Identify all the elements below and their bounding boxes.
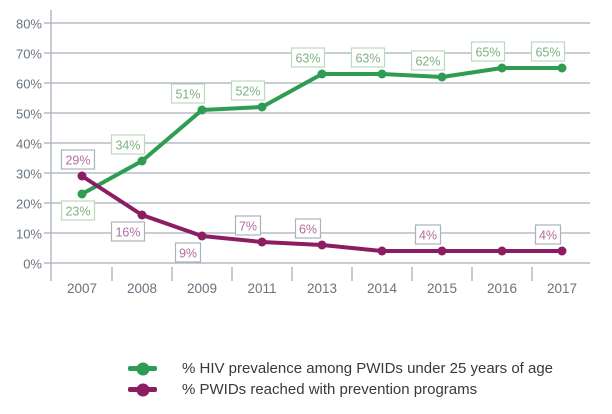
data-label: 62% bbox=[415, 55, 440, 69]
data-label-box bbox=[414, 224, 442, 245]
data-point bbox=[317, 69, 327, 79]
x-axis-label: 2008 bbox=[127, 281, 157, 296]
x-axis-label: 2017 bbox=[547, 281, 577, 296]
data-point bbox=[197, 231, 207, 241]
data-label: 9% bbox=[179, 247, 197, 261]
x-axis-label: 2015 bbox=[427, 281, 457, 296]
data-label: 65% bbox=[475, 46, 500, 60]
x-axis-label: 2013 bbox=[307, 281, 337, 296]
data-label: 4% bbox=[419, 229, 437, 243]
data-point bbox=[197, 105, 207, 115]
data-label-box bbox=[60, 149, 96, 170]
y-axis-label: 30% bbox=[16, 167, 42, 182]
data-point bbox=[497, 63, 507, 73]
legend-item-prevention-programs: % PWIDs reached with prevention programs bbox=[128, 381, 553, 398]
legend-marker-purple-line-icon bbox=[128, 383, 157, 396]
data-label-box bbox=[110, 134, 146, 155]
y-axis-label: 80% bbox=[16, 17, 42, 32]
data-label: 16% bbox=[115, 226, 140, 240]
data-label: 4% bbox=[539, 229, 557, 243]
data-label: 23% bbox=[65, 205, 90, 219]
legend-item-hiv-prevalence: % HIV prevalence among PWIDs under 25 ye… bbox=[128, 360, 553, 377]
series-line-prevention-programs bbox=[80, 174, 564, 253]
data-point bbox=[557, 63, 567, 73]
y-axis-label: 0% bbox=[23, 257, 42, 272]
data-label-box bbox=[530, 41, 566, 62]
data-point bbox=[137, 156, 147, 166]
data-label: 7% bbox=[239, 220, 257, 234]
data-point bbox=[77, 189, 87, 199]
chart-legend: % HIV prevalence among PWIDs under 25 ye… bbox=[128, 360, 553, 398]
data-label-box bbox=[170, 83, 206, 104]
data-point bbox=[257, 237, 267, 247]
data-label-box bbox=[290, 47, 326, 68]
data-point bbox=[557, 246, 567, 256]
legend-marker-green-line-icon bbox=[128, 362, 157, 375]
data-label: 52% bbox=[235, 85, 260, 99]
data-label-box bbox=[110, 221, 146, 242]
data-label: 34% bbox=[115, 139, 140, 153]
line-chart-canvas: 0% 10% 20% 30% 40% 50% 60% 70% 80% 2007 2008 2009 20… bbox=[16, 10, 590, 296]
data-label-box bbox=[174, 242, 202, 263]
data-label-box bbox=[350, 47, 386, 68]
data-point bbox=[77, 171, 87, 181]
data-label-box bbox=[60, 200, 96, 221]
data-label-box bbox=[230, 80, 266, 101]
data-point bbox=[137, 210, 147, 220]
y-axis-label: 60% bbox=[16, 77, 42, 92]
y-axis-label: 50% bbox=[16, 107, 42, 122]
y-axis-label: 20% bbox=[16, 197, 42, 212]
data-label-box bbox=[294, 218, 322, 239]
legend-label-prevention-programs: % PWIDs reached with prevention programs bbox=[182, 381, 478, 398]
data-label: 29% bbox=[65, 154, 90, 168]
data-label: 65% bbox=[535, 46, 560, 60]
x-axis-label: 2016 bbox=[487, 281, 517, 296]
data-point bbox=[497, 246, 507, 256]
data-point bbox=[377, 246, 387, 256]
legend-marker-green-dot-icon bbox=[136, 362, 149, 375]
data-label: 63% bbox=[355, 52, 380, 66]
x-axis-label: 2009 bbox=[187, 281, 217, 296]
data-label: 6% bbox=[299, 223, 317, 237]
y-axis-label: 40% bbox=[16, 137, 42, 152]
data-label: 51% bbox=[175, 88, 200, 102]
y-axis-label: 70% bbox=[16, 47, 42, 62]
x-axis-label: 2014 bbox=[367, 281, 398, 296]
data-point bbox=[377, 69, 387, 79]
data-point bbox=[257, 102, 267, 112]
data-label-box bbox=[470, 41, 506, 62]
y-axis-label: 10% bbox=[16, 227, 42, 242]
data-label-box bbox=[534, 224, 562, 245]
data-label-box bbox=[234, 215, 262, 236]
x-axis-label: 2007 bbox=[67, 281, 97, 296]
data-label-box bbox=[410, 50, 446, 71]
data-label: 63% bbox=[295, 52, 320, 66]
series-line-hiv-prevalence bbox=[80, 66, 564, 196]
data-point bbox=[437, 246, 447, 256]
legend-label-hiv-prevalence: % HIV prevalence among PWIDs under 25 ye… bbox=[182, 360, 554, 377]
data-point bbox=[437, 72, 447, 82]
data-point bbox=[317, 240, 327, 250]
x-axis-label: 2011 bbox=[247, 281, 276, 296]
legend-marker-purple-dot-icon bbox=[136, 383, 149, 396]
